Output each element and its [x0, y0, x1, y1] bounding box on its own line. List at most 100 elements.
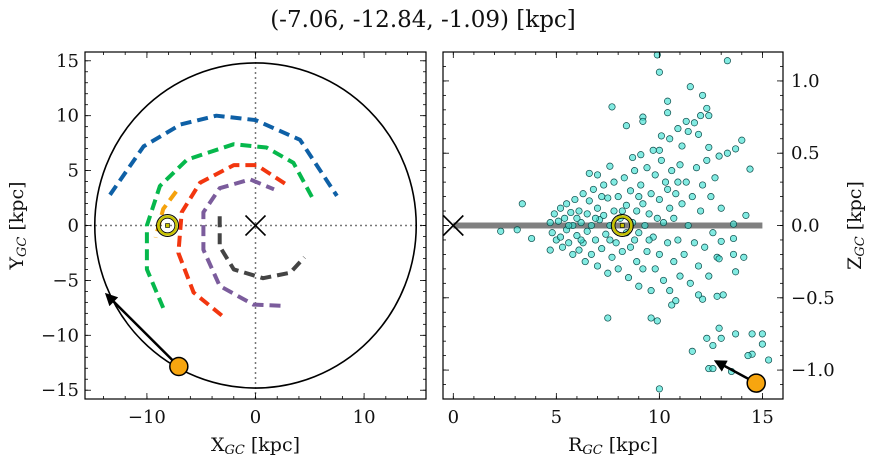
star-point: [659, 276, 668, 284]
star-point: [585, 169, 593, 177]
star-point: [528, 234, 536, 243]
x-tick-label: 10: [648, 407, 671, 428]
y-tick-label: 1.0: [791, 71, 820, 92]
star-point: [664, 185, 672, 193]
star-point: [626, 187, 635, 195]
star-point: [641, 221, 649, 230]
star-point: [694, 262, 703, 270]
star-point: [729, 220, 738, 228]
star-point: [579, 190, 587, 198]
star-point: [575, 246, 583, 254]
star-point: [661, 178, 670, 186]
star-point: [647, 314, 655, 322]
star-point: [715, 255, 723, 263]
object-marker: [169, 356, 189, 377]
y-axis-label-main: Z: [844, 257, 866, 270]
star-point: [561, 214, 569, 222]
star-point: [550, 210, 558, 218]
star-point: [598, 193, 606, 201]
star-point: [610, 207, 618, 215]
star-point: [643, 164, 651, 172]
star-point: [717, 237, 725, 245]
star-point: [672, 190, 680, 198]
star-point: [639, 200, 647, 208]
star-point: [670, 258, 678, 266]
star-point: [645, 210, 653, 218]
sun-inner-ring: [159, 217, 176, 234]
star-point: [682, 117, 690, 125]
star-point: [703, 104, 711, 112]
star-point: [655, 68, 663, 76]
galactic-center-marker: [443, 214, 464, 237]
star-point: [637, 151, 645, 159]
star-point: [657, 132, 665, 140]
star-point: [729, 234, 738, 243]
star-point: [758, 340, 766, 348]
star-point: [587, 221, 595, 230]
star-point: [740, 253, 748, 261]
spiral-arm-green: [144, 142, 315, 309]
x-tick-label: 15: [751, 407, 774, 428]
star-point: [697, 112, 705, 120]
star-point: [674, 178, 682, 186]
star-point: [649, 146, 657, 154]
star-point: [602, 230, 610, 238]
star-point: [709, 341, 717, 350]
star-point: [593, 262, 602, 270]
star-point: [703, 156, 711, 164]
y-tick-label: −15: [41, 380, 79, 401]
star-point: [558, 243, 567, 251]
star-point: [567, 208, 575, 217]
star-point: [653, 214, 661, 222]
star-point: [593, 171, 602, 179]
star-point: [713, 292, 721, 300]
plot-area: [85, 52, 426, 399]
star-point: [668, 301, 676, 309]
star-point: [717, 334, 725, 342]
star-point: [705, 143, 713, 151]
star-point: [637, 181, 645, 189]
star-point: [694, 291, 703, 299]
star-point: [546, 246, 554, 254]
star-point: [655, 250, 663, 258]
star-point: [697, 207, 705, 215]
y-tick-label: −10: [41, 325, 79, 346]
y-tick-label: 5: [68, 161, 79, 182]
star-point: [699, 91, 707, 99]
star-point: [676, 272, 684, 280]
y-tick-label: 0.0: [791, 216, 820, 237]
star-point: [664, 97, 672, 105]
star-point: [699, 295, 707, 303]
plot-area: [443, 52, 773, 393]
star-point: [598, 245, 606, 253]
star-point: [651, 171, 659, 179]
star-point: [651, 265, 659, 273]
star-point: [723, 57, 731, 65]
star-point: [674, 236, 682, 244]
star-point: [707, 193, 715, 201]
star-point: [600, 181, 608, 189]
x-tick-label: 5: [551, 407, 562, 428]
axes-frame: [442, 51, 784, 400]
star-point: [715, 324, 723, 332]
star-point: [672, 297, 680, 305]
star-point: [608, 253, 616, 261]
star-point: [571, 195, 579, 204]
star-point: [748, 330, 756, 338]
y-tick-label: −1.0: [791, 360, 835, 381]
y-axis-label-unit: [kpc]: [844, 181, 866, 236]
star-point: [583, 227, 591, 235]
star-point: [633, 207, 641, 215]
star-point: [758, 330, 766, 338]
star-point: [620, 174, 628, 182]
y-axis-label-main: Y: [6, 257, 28, 271]
sun-ring: [157, 215, 178, 236]
spiral-arm-gray: [217, 216, 306, 281]
y-tick-label: −5: [52, 270, 79, 291]
x-axis-label-main: R: [568, 434, 583, 456]
star-point: [606, 236, 614, 244]
sun-outer-ring: [156, 214, 180, 237]
star-point: [746, 165, 754, 173]
star-point: [587, 250, 595, 258]
